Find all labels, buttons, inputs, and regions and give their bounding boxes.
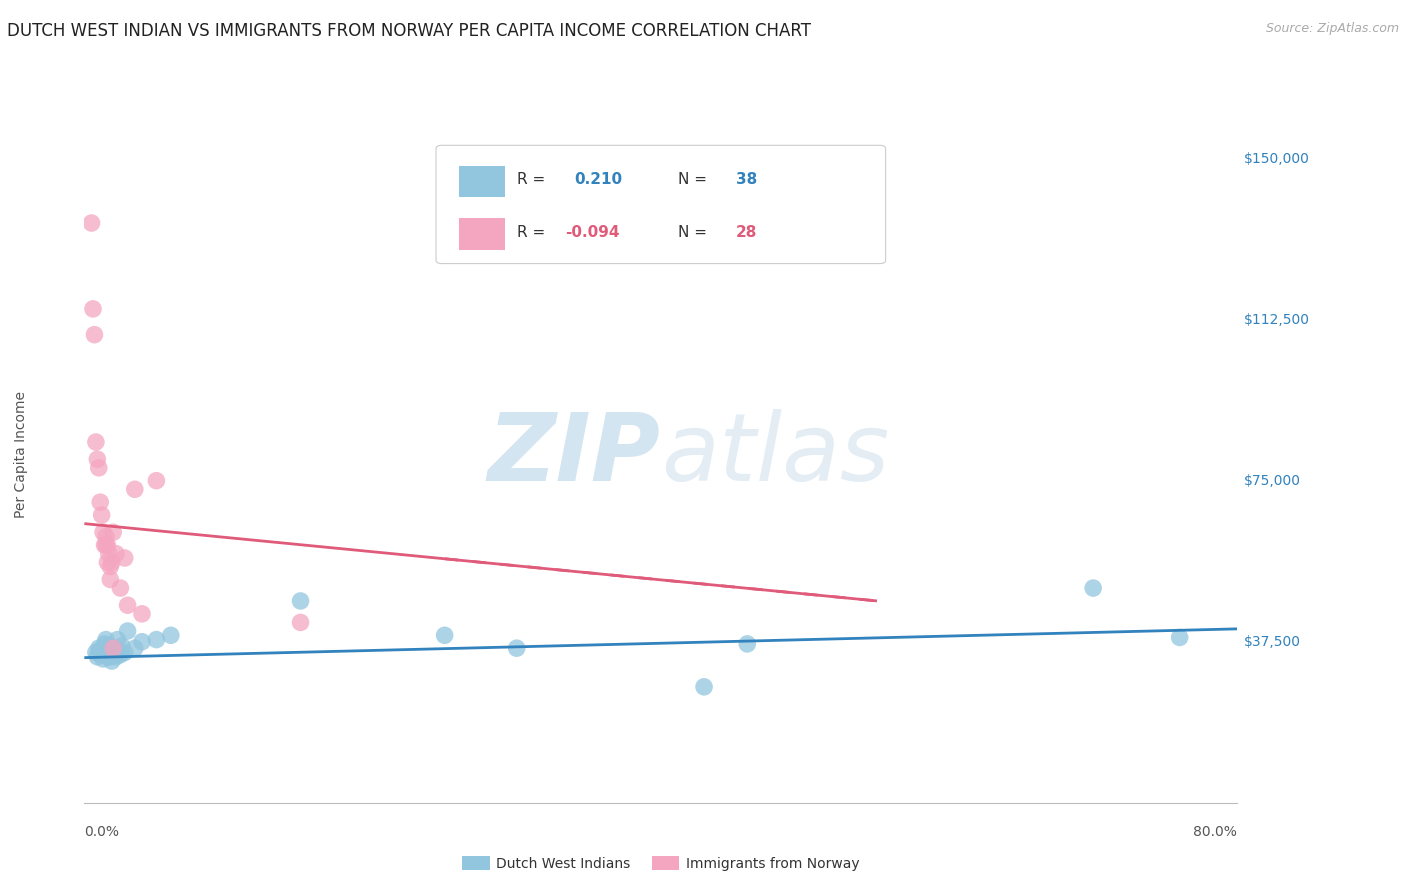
Point: [1168, 631, 1191, 645]
Point: [93, 538, 115, 552]
Point: [93, 637, 115, 651]
Point: [100, 654, 122, 668]
Point: [94, 529, 117, 543]
Point: [111, 639, 134, 653]
Point: [97, 547, 120, 561]
Point: [89, 495, 111, 509]
Point: [107, 632, 129, 647]
Point: [110, 648, 132, 662]
Point: [693, 680, 716, 694]
Text: DUTCH WEST INDIAN VS IMMIGRANTS FROM NORWAY PER CAPITA INCOME CORRELATION CHART: DUTCH WEST INDIAN VS IMMIGRANTS FROM NOR…: [7, 22, 811, 40]
Point: [117, 599, 139, 613]
Point: [290, 615, 312, 630]
Point: [94, 538, 117, 552]
Text: N =: N =: [678, 172, 711, 187]
Point: [84, 435, 107, 450]
Text: Per Capita Income: Per Capita Income: [14, 392, 28, 518]
Point: [91, 525, 114, 540]
Text: atlas: atlas: [661, 409, 889, 500]
Point: [104, 641, 127, 656]
Point: [90, 648, 112, 662]
Point: [105, 649, 128, 664]
Point: [108, 645, 131, 659]
Point: [100, 555, 122, 569]
Point: [82, 301, 104, 316]
Point: [98, 643, 121, 657]
Point: [80, 216, 103, 230]
Text: ZIP: ZIP: [488, 409, 661, 501]
Point: [160, 628, 183, 642]
Point: [84, 645, 107, 659]
Text: 0.0%: 0.0%: [84, 825, 120, 839]
Text: 0.210: 0.210: [574, 172, 623, 187]
Point: [98, 573, 121, 587]
Point: [96, 555, 118, 569]
Legend: Dutch West Indians, Immigrants from Norway: Dutch West Indians, Immigrants from Norw…: [456, 850, 866, 876]
Point: [91, 652, 114, 666]
Text: $112,500: $112,500: [1244, 312, 1310, 326]
Point: [110, 581, 132, 595]
Point: [94, 641, 117, 656]
FancyBboxPatch shape: [458, 219, 505, 250]
Point: [117, 624, 139, 638]
Point: [104, 643, 127, 657]
Text: $37,500: $37,500: [1244, 635, 1302, 648]
Point: [124, 641, 146, 656]
Point: [145, 474, 167, 488]
Point: [94, 632, 117, 647]
Point: [90, 508, 112, 522]
Point: [131, 607, 153, 621]
Point: [290, 594, 312, 608]
Point: [114, 551, 136, 566]
Point: [96, 645, 118, 659]
Point: [124, 483, 146, 497]
Point: [103, 641, 124, 656]
Point: [97, 639, 120, 653]
Text: R =: R =: [517, 225, 550, 240]
Point: [83, 327, 105, 342]
Point: [1081, 581, 1104, 595]
Text: -0.094: -0.094: [565, 225, 620, 240]
Point: [103, 525, 124, 540]
Point: [103, 645, 124, 659]
Point: [131, 634, 153, 648]
Text: 28: 28: [735, 225, 758, 240]
Point: [98, 649, 121, 664]
Point: [145, 632, 167, 647]
Text: Source: ZipAtlas.com: Source: ZipAtlas.com: [1265, 22, 1399, 36]
Text: R =: R =: [517, 172, 550, 187]
FancyBboxPatch shape: [436, 145, 886, 263]
Point: [103, 648, 124, 662]
Text: N =: N =: [678, 225, 711, 240]
Point: [433, 628, 456, 642]
Point: [86, 649, 108, 664]
Point: [114, 645, 136, 659]
Text: $150,000: $150,000: [1244, 152, 1310, 166]
Point: [105, 547, 128, 561]
Point: [86, 452, 108, 467]
Point: [100, 641, 122, 656]
Point: [87, 641, 110, 656]
Text: $75,000: $75,000: [1244, 474, 1302, 488]
Point: [96, 649, 118, 664]
Point: [737, 637, 759, 651]
Text: 80.0%: 80.0%: [1194, 825, 1237, 839]
Text: 38: 38: [735, 172, 756, 187]
Point: [87, 460, 110, 475]
Point: [96, 538, 118, 552]
Point: [506, 641, 529, 656]
Point: [98, 559, 121, 574]
FancyBboxPatch shape: [458, 166, 505, 197]
Point: [89, 643, 111, 657]
